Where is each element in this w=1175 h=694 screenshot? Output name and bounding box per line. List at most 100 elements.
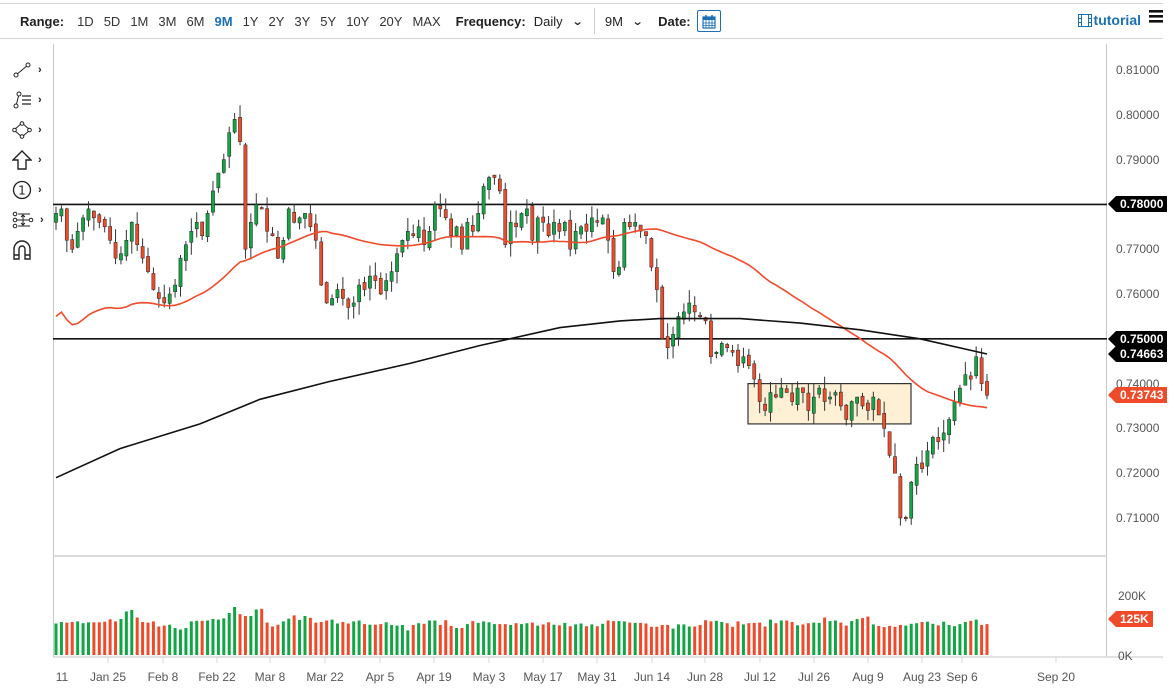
period-dropdown[interactable]: 9M ⌄ (605, 14, 654, 29)
candle-down (790, 392, 794, 402)
volume-bar (330, 619, 334, 655)
volume-bar (866, 616, 870, 655)
candle-down (378, 278, 383, 295)
candle-up (828, 396, 832, 400)
volume-bar (476, 622, 480, 655)
sma-long-line (55, 317, 988, 479)
candle-down (443, 209, 448, 219)
fib-tool[interactable]: › (12, 88, 48, 112)
candle-up (249, 222, 253, 249)
candle-up (54, 213, 58, 223)
candle-down (151, 273, 156, 290)
candle-up (129, 222, 134, 242)
candle-up (124, 239, 129, 257)
range-button-3m[interactable]: 3M (158, 13, 177, 29)
volume-bar (54, 623, 58, 655)
volume-bar (92, 622, 96, 655)
range-button-max[interactable]: MAX (412, 13, 441, 29)
candle-down (341, 289, 345, 299)
range-button-3y[interactable]: 3Y (294, 13, 311, 29)
range-button-10y[interactable]: 10Y (346, 13, 370, 29)
candle-down (806, 392, 811, 411)
volume-bar (363, 624, 367, 655)
range-button-1m[interactable]: 1M (130, 13, 149, 29)
volume-bar (709, 621, 713, 655)
price-tick: 0.79000 (1116, 152, 1160, 167)
candle-down (979, 357, 984, 384)
trend-line-tool[interactable]: › (12, 58, 48, 82)
volume-bar (904, 625, 908, 655)
volume-bar (942, 621, 946, 655)
volume-bar (59, 622, 63, 655)
candle-up (368, 275, 372, 289)
candle-up (427, 231, 432, 249)
volume-bar (617, 621, 621, 655)
range-button-9m[interactable]: 9M (214, 13, 233, 29)
chevron-down-icon: ⌄ (631, 15, 644, 28)
candle-down (362, 282, 367, 290)
volume-tag-last: 125K (1108, 611, 1153, 627)
volume-bar (601, 623, 605, 655)
volume-bar (790, 622, 794, 655)
range-button-5d[interactable]: 5D (103, 13, 121, 29)
volume-bar (898, 625, 902, 655)
candle-up (871, 396, 876, 410)
volume-bar (606, 620, 610, 655)
magnet-icon (13, 240, 31, 260)
magnet-tool[interactable] (12, 238, 48, 262)
arrow-tool[interactable]: › (12, 148, 48, 172)
candle-down (113, 242, 118, 259)
calendar-button[interactable] (696, 10, 721, 32)
range-button-5y[interactable]: 5Y (320, 13, 337, 29)
date-tick: Sep 6 (946, 670, 978, 684)
candle-down (606, 218, 610, 241)
annotation-tool[interactable]: 1 › (12, 178, 48, 202)
candle-down (492, 174, 497, 178)
pattern-tool[interactable]: › (12, 208, 48, 232)
tutorial-link[interactable]: tutorial (1077, 12, 1141, 28)
candle-up (671, 334, 675, 347)
candle-up (86, 208, 91, 221)
candle-up (552, 222, 556, 235)
candle-down (319, 241, 324, 286)
hamburger-menu-button[interactable] (1149, 10, 1163, 26)
candle-up (351, 302, 356, 307)
date-tick: 11 (55, 670, 69, 684)
candle-up (476, 213, 481, 232)
volume-bar (763, 626, 767, 655)
range-button-20y[interactable]: 20Y (379, 13, 403, 29)
volume-bar (747, 623, 751, 655)
candle-up (59, 208, 64, 217)
volume-bar (758, 622, 762, 655)
volume-bar (579, 623, 583, 655)
candle-up (963, 374, 968, 386)
volume-bar (406, 630, 410, 655)
range-button-1d[interactable]: 1D (77, 13, 94, 29)
price-tick: 0.76000 (1116, 287, 1160, 301)
candle-down (839, 391, 843, 407)
candle-down (866, 402, 870, 411)
chart-frame (53, 44, 1107, 657)
range-button-1y[interactable]: 1Y (242, 13, 259, 29)
volume-bar (178, 629, 182, 655)
volume-bar (628, 622, 632, 655)
candle-down (860, 395, 865, 407)
shape-tool[interactable]: › (12, 118, 48, 142)
volume-bar (828, 621, 832, 655)
candle-up (719, 343, 724, 356)
volume-bar (676, 624, 680, 655)
candle-up (741, 356, 746, 364)
candle-down (146, 256, 150, 272)
volume-bar (346, 623, 350, 655)
volume-bar (124, 611, 128, 655)
frequency-dropdown[interactable]: Daily ⌄ (534, 14, 594, 29)
candle-up (454, 226, 459, 236)
range-button-6m[interactable]: 6M (186, 13, 205, 29)
volume-bar (833, 620, 837, 655)
candle-up (481, 186, 486, 215)
volume-bar (736, 621, 740, 655)
candle-down (844, 404, 849, 420)
range-button-2y[interactable]: 2Y (268, 13, 285, 29)
volume-bar (855, 619, 859, 655)
